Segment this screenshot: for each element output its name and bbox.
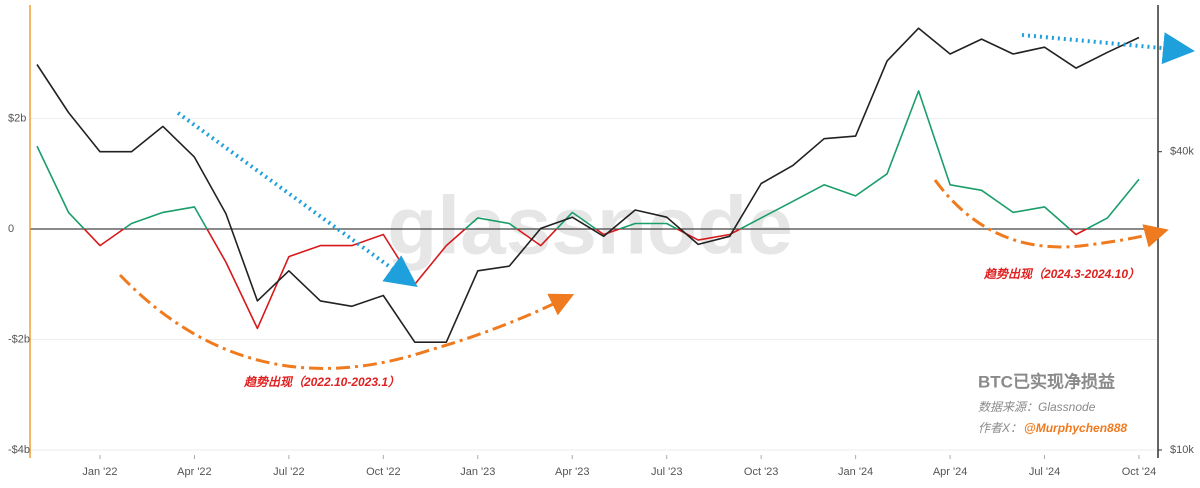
trend-curve: [118, 273, 575, 370]
x-tick-label: Jan '24: [838, 466, 873, 478]
y2-tick-label: $40k: [1170, 146, 1194, 158]
author: @Murphychen888: [1024, 421, 1127, 435]
net-pnl-line: [36, 90, 1140, 330]
x-tick-label: Jul '24: [1029, 466, 1060, 478]
x-tick-label: Jul '22: [273, 466, 304, 478]
annotation: 趋势出现（2024.3-2024.10）: [983, 267, 1140, 281]
x-tick-label: Jan '23: [460, 466, 495, 478]
x-tick-label: Oct '23: [744, 466, 779, 478]
trend-curve: [933, 179, 1169, 249]
y2-tick-label: $10k: [1170, 444, 1194, 456]
y-tick-label: $2b: [8, 112, 26, 124]
price-line: [36, 27, 1140, 343]
y-tick-label: 0: [8, 223, 14, 235]
y-tick-label: -$4b: [8, 444, 30, 456]
y-tick-label: -$2b: [8, 333, 30, 345]
annotation: 趋势出现（2022.10-2023.1）: [243, 375, 400, 389]
x-tick-label: Apr '23: [555, 466, 590, 478]
x-tick-label: Apr '24: [933, 466, 968, 478]
chart-title: BTC已实现净损益: [978, 371, 1115, 391]
watermark: glassnode: [387, 181, 793, 272]
x-tick-label: Oct '22: [366, 466, 401, 478]
x-tick-label: Oct '24: [1122, 466, 1157, 478]
x-tick-label: Jul '23: [651, 466, 682, 478]
author-label: 作者X：: [978, 421, 1022, 435]
plot-area: [30, 27, 1158, 451]
x-tick-label: Jan '22: [82, 466, 117, 478]
source: 数据来源：Glassnode: [978, 400, 1096, 414]
x-tick-label: Apr '22: [177, 466, 212, 478]
